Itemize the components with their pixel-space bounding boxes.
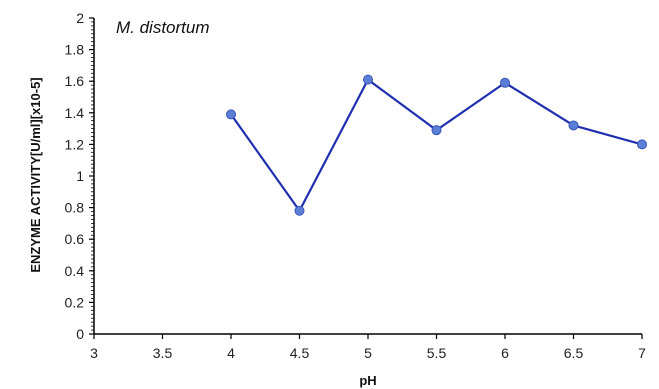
y-tick-label: 0.4	[65, 263, 85, 279]
x-axis-title: pH	[359, 373, 376, 388]
x-tick-label: 3	[90, 345, 98, 361]
series-annotation: M. distortum	[116, 18, 210, 37]
data-point	[294, 205, 305, 216]
series-group	[226, 74, 647, 216]
y-tick-label: 0.6	[65, 231, 85, 247]
data-point	[500, 77, 510, 88]
x-tick-label: 4.5	[290, 345, 310, 361]
x-tick-label: 6.5	[564, 345, 584, 361]
y-tick-label: 1.8	[65, 42, 85, 58]
x-tick-label: 5	[364, 345, 372, 361]
y-tick-label: 1.6	[65, 73, 85, 89]
y-tick-label: 2	[76, 10, 84, 26]
y-axis-title: ENZYME ACTIVITY[U/ml][x10-5]	[28, 77, 43, 272]
y-tick-label: 0.2	[65, 294, 85, 310]
data-point	[568, 120, 579, 131]
x-tick-label: 7	[638, 345, 646, 361]
data-point	[363, 74, 373, 85]
axes	[93, 18, 642, 335]
y-tick-label: 0.8	[65, 200, 85, 216]
x-tick-label: 6	[501, 345, 509, 361]
data-point	[431, 125, 442, 136]
y-tick-label: 1.2	[65, 136, 85, 152]
y-tick-label: 0	[76, 326, 84, 342]
data-point	[637, 139, 647, 150]
y-tick-label: 1	[76, 168, 84, 184]
x-ticks: 3 3.5 4 4.5 5 5.5 6 6.5 7	[90, 334, 646, 361]
series-line	[230, 78, 643, 212]
y-ticks: 0 0.2 0.4 0.6 0.8 1 1.2 1.4 1.6 1.8 2	[65, 10, 94, 342]
x-tick-label: 4	[227, 345, 235, 361]
y-tick-label: 1.4	[65, 105, 85, 121]
data-point	[226, 109, 236, 120]
x-tick-label: 3.5	[153, 345, 173, 361]
x-tick-label: 5.5	[427, 345, 447, 361]
